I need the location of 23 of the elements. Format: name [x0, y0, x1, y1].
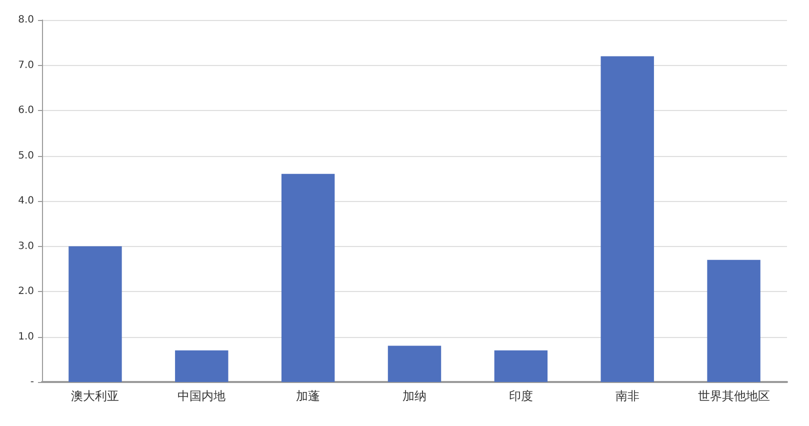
bar — [281, 174, 335, 382]
y-tick-label: - — [30, 376, 34, 388]
bar — [175, 350, 228, 382]
x-tick-label: 澳大利亚 — [71, 389, 120, 403]
y-tick-label: 1.0 — [18, 331, 34, 342]
x-tick-label: 世界其他地区 — [698, 389, 770, 403]
y-tick-label: 2.0 — [18, 286, 34, 297]
bar — [388, 346, 442, 382]
bar — [494, 350, 548, 382]
bar — [707, 260, 760, 382]
y-tick-label: 6.0 — [18, 105, 34, 116]
x-tick-label: 中国内地 — [178, 389, 226, 403]
x-tick-label: 南非 — [615, 389, 640, 403]
x-tick-label: 加蓬 — [296, 389, 320, 403]
bar — [600, 56, 654, 382]
y-tick-label: 5.0 — [18, 150, 34, 162]
y-tick-label: 8.0 — [18, 14, 34, 26]
y-tick-label: 4.0 — [18, 196, 34, 206]
bar — [68, 246, 122, 382]
x-tick-label: 印度 — [508, 389, 533, 403]
x-tick-label: 加纳 — [402, 389, 426, 403]
y-tick-label: 3.0 — [18, 240, 34, 252]
y-tick-label: 7.0 — [18, 60, 34, 71]
